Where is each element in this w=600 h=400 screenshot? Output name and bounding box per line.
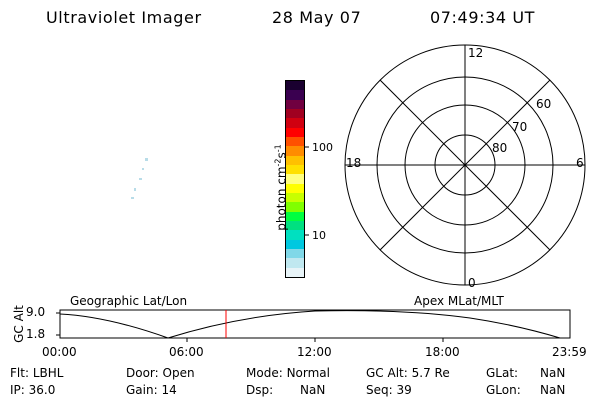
colorbar-segment bbox=[286, 136, 304, 147]
timeline-left-caption: Geographic Lat/Lon bbox=[70, 294, 188, 308]
colorbar-segment bbox=[286, 108, 304, 119]
colorbar-tick-10: 10 bbox=[312, 229, 326, 242]
colorbar-segment bbox=[286, 174, 304, 184]
colorbar bbox=[285, 80, 305, 278]
colorbar-segment bbox=[286, 230, 304, 240]
timeline-y-bottom: 1.8 bbox=[26, 327, 46, 341]
timeline-tick-4: 23:59 bbox=[552, 345, 587, 359]
colorbar-segment bbox=[286, 220, 304, 231]
timeline-tick-3: 18:00 bbox=[425, 345, 460, 359]
colorbar-segment bbox=[286, 99, 304, 109]
status-filter: Flt: LBHL bbox=[10, 366, 64, 380]
colorbar-segment bbox=[286, 164, 304, 175]
colorbar-segment bbox=[286, 155, 304, 165]
timeline-tick-1: 06:00 bbox=[169, 345, 204, 359]
altitude-curve bbox=[59, 310, 561, 339]
timeline-y-top: 9.0 bbox=[26, 305, 46, 319]
polar-label-70: 70 bbox=[512, 120, 528, 134]
timeline-right-caption: Apex MLat/MLT bbox=[414, 294, 504, 308]
colorbar-segment bbox=[286, 183, 304, 193]
colorbar-segment bbox=[286, 81, 304, 91]
colorbar-segment bbox=[286, 248, 304, 259]
status-dsp-value: NaN bbox=[300, 383, 326, 397]
polar-label-12: 12 bbox=[468, 46, 484, 60]
status-mode: Mode: Normal bbox=[246, 366, 330, 380]
status-glat-value: NaN bbox=[540, 366, 566, 380]
polar-label-18: 18 bbox=[346, 156, 362, 170]
polar-label-0: 0 bbox=[468, 276, 476, 290]
colorbar-segment bbox=[286, 258, 304, 268]
status-gain: Gain: 14 bbox=[126, 383, 177, 397]
colorbar-segment bbox=[286, 192, 304, 203]
colorbar-tick-100: 100 bbox=[312, 141, 333, 154]
polar-diagonal-2 bbox=[379, 79, 551, 251]
status-ip: IP: 36.0 bbox=[10, 383, 56, 397]
status-seq: Seq: 39 bbox=[366, 383, 412, 397]
colorbar-segment bbox=[286, 90, 304, 100]
polar-label-6: 6 bbox=[576, 156, 584, 170]
colorbar-segment bbox=[286, 127, 304, 137]
colorbar-segment bbox=[286, 202, 304, 212]
timeline-tick-2: 12:00 bbox=[297, 345, 332, 359]
colorbar-segment bbox=[286, 211, 304, 221]
colorbar-segment bbox=[286, 239, 304, 249]
status-glon-value: NaN bbox=[540, 383, 566, 397]
timeline-tick-0: 00:00 bbox=[42, 345, 77, 359]
polar-label-80: 80 bbox=[492, 141, 508, 155]
colorbar-segment bbox=[286, 118, 304, 128]
timeline-frame bbox=[59, 309, 571, 339]
status-door: Door: Open bbox=[126, 366, 195, 380]
polar-label-60: 60 bbox=[536, 97, 552, 111]
colorbar-segment bbox=[286, 267, 304, 277]
image-date: 28 May 07 bbox=[272, 8, 362, 27]
status-dsp-label: Dsp: bbox=[246, 383, 274, 397]
uv-image-speckles bbox=[131, 158, 148, 199]
status-glon-label: GLon: bbox=[486, 383, 521, 397]
status-gc-alt: GC Alt: 5.7 Re bbox=[366, 366, 450, 380]
image-time: 07:49:34 UT bbox=[430, 8, 536, 27]
colorbar-segment bbox=[286, 146, 304, 156]
app-title: Ultraviolet Imager bbox=[46, 8, 202, 27]
status-glat-label: GLat: bbox=[486, 366, 519, 380]
